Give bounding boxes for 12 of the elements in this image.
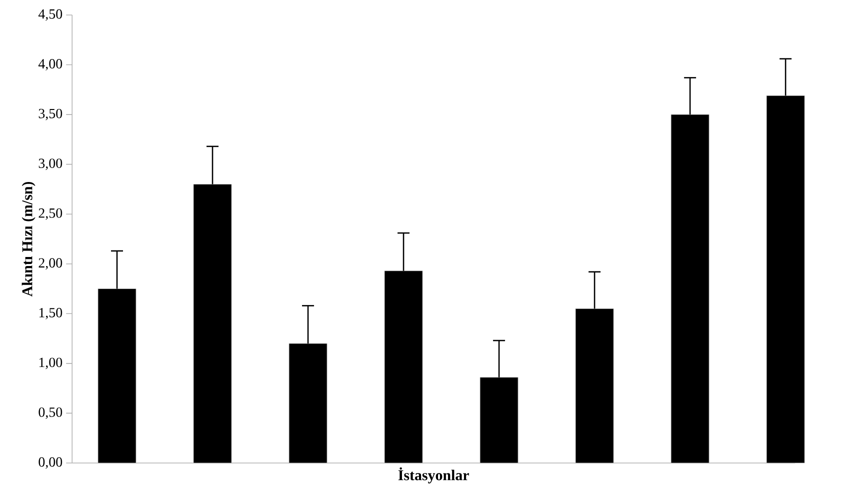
y-tick-label: 2,50: [38, 208, 62, 220]
y-tick-label: 0,00: [38, 457, 62, 469]
y-tick-label: 3,50: [38, 108, 62, 120]
x-axis-title: İstasyonlar: [398, 467, 469, 484]
y-tick-label: 0,50: [38, 407, 62, 419]
y-tick-label: 1,00: [39, 358, 62, 370]
y-tick-label: 1,50: [39, 308, 62, 320]
y-tick-label: 2,00: [38, 258, 62, 270]
y-tick-label: 4,00: [38, 59, 62, 70]
y-tick-label: 3,00: [38, 158, 62, 170]
y-axis-title: Akıntı Hızı (m/sn): [22, 182, 36, 297]
y-tick-label: 4,50: [38, 9, 62, 21]
